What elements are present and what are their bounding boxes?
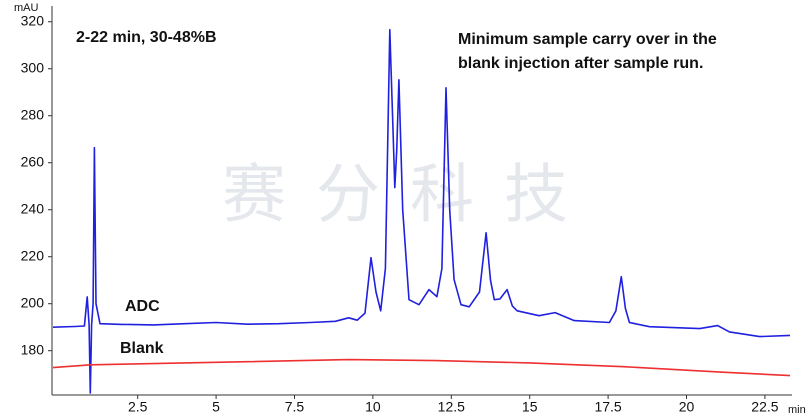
series-label: ADC [125,298,160,315]
x-tick-label: 7.5 [285,399,305,415]
series-line [52,358,791,377]
x-axis-label: min [788,404,806,416]
series-line [52,28,791,394]
y-tick-label: 220 [21,247,45,263]
annotation: Minimum sample carry over in the [458,31,717,48]
x-tick-label: 17.5 [594,399,621,415]
y-tick-label: 300 [21,59,45,75]
watermark: 赛分科技 [222,159,598,233]
annotation: 2-22 min, 30-48%B [76,29,217,46]
series-label: Blank [120,340,164,357]
x-tick-label: 5 [212,399,220,415]
y-tick-label: 280 [21,106,45,122]
y-tick-label: 260 [21,153,45,169]
y-tick-label: 180 [21,341,45,357]
x-tick-label: 15 [522,399,538,415]
x-tick-label: 22.5 [751,399,778,415]
y-tick-label: 320 [21,12,45,28]
y-tick-label: 200 [21,294,45,310]
x-tick-label: 10 [365,399,381,415]
x-tick-label: 20 [679,399,695,415]
y-axis-label: mAU [14,2,39,14]
y-tick-label: 240 [21,200,45,216]
annotation: blank injection after sample run. [458,55,703,72]
x-tick-label: 12.5 [438,399,465,415]
x-tick-label: 2.5 [128,399,148,415]
